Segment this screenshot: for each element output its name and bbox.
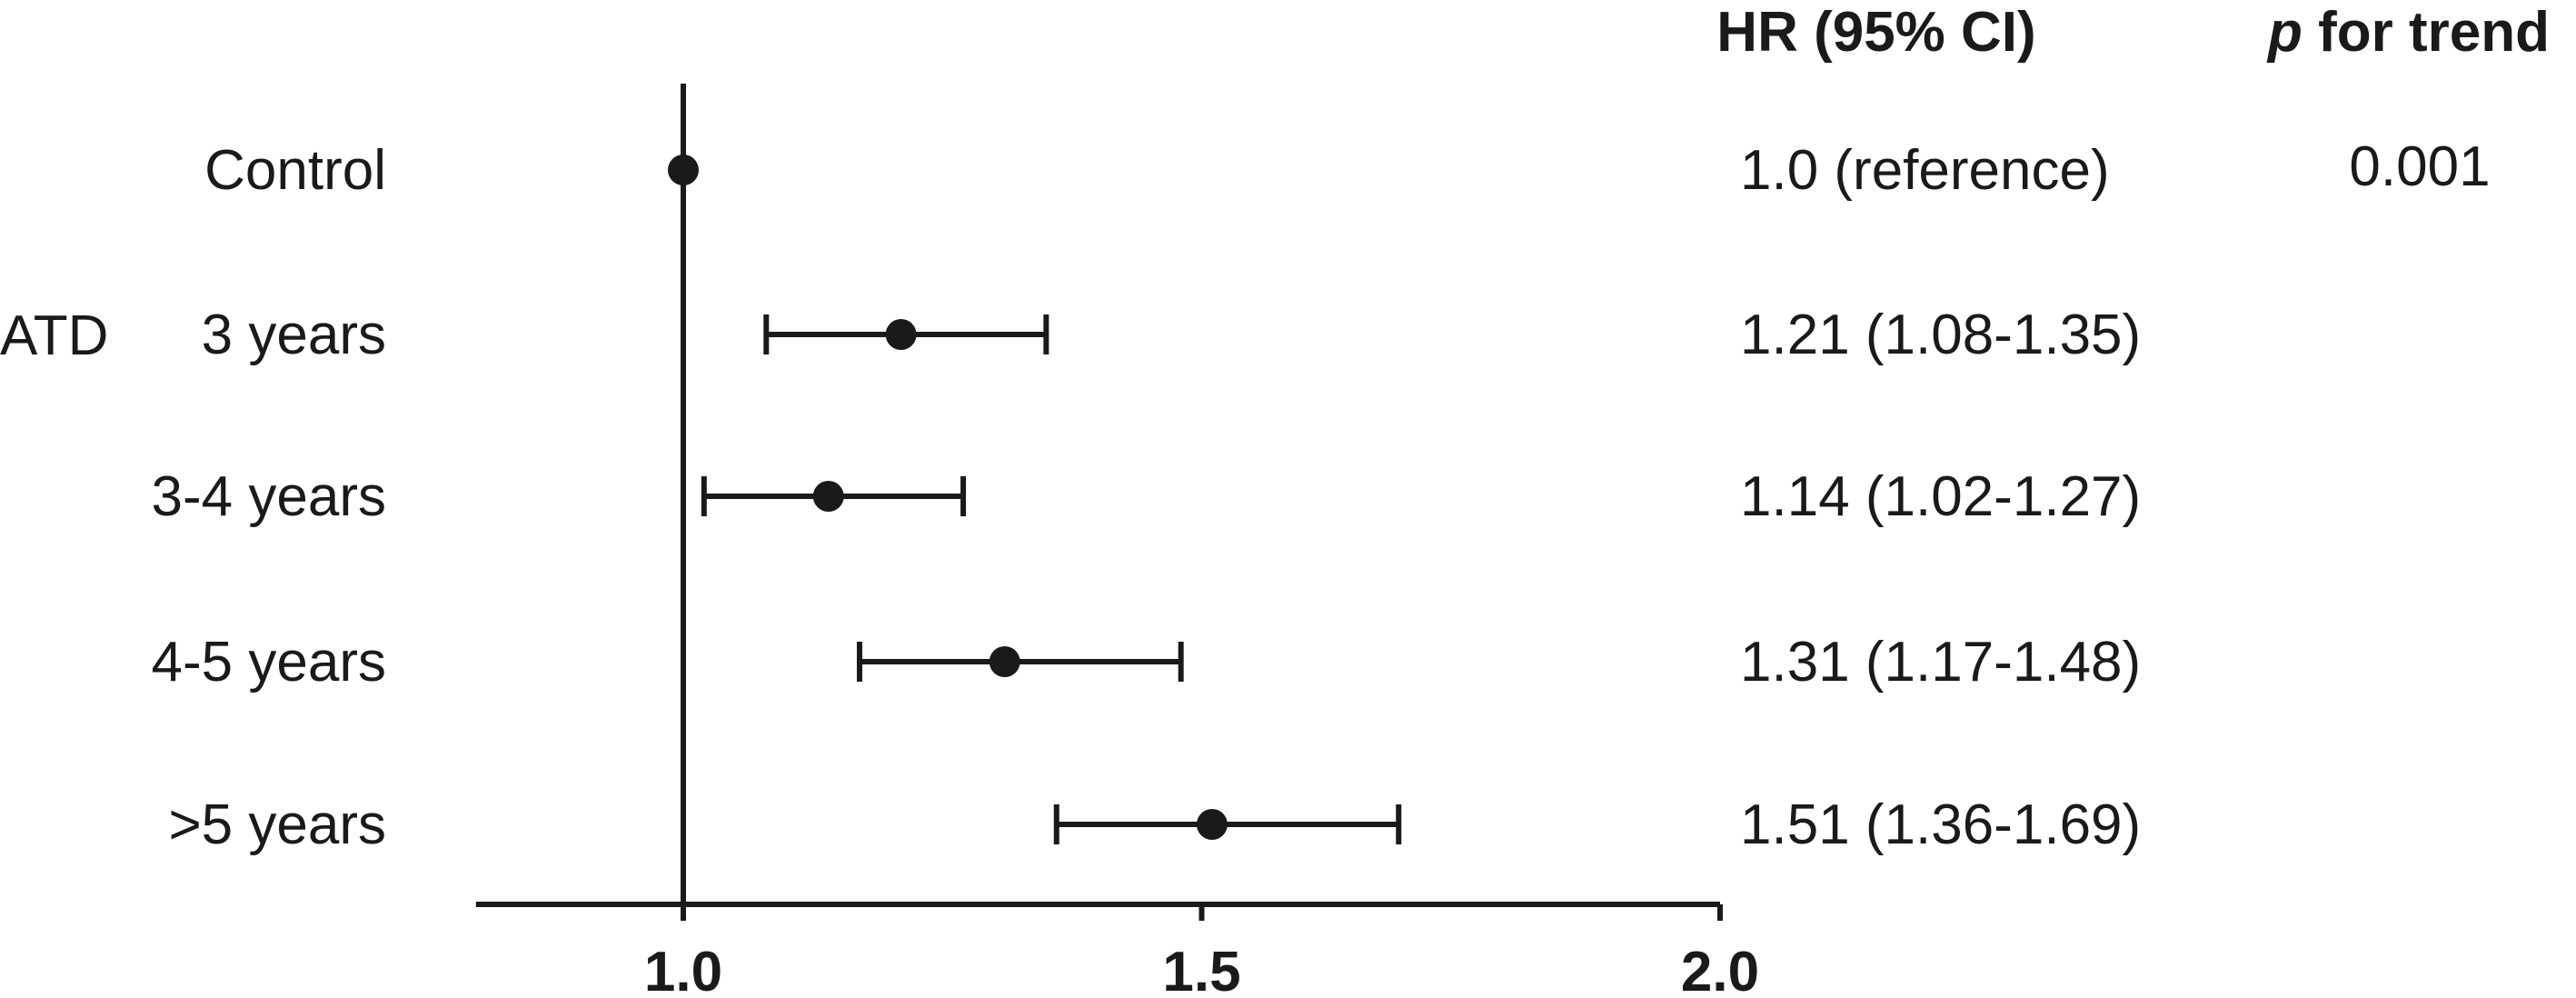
x-tick-label: 1.0	[644, 941, 722, 998]
x-axis: 1.0 1.5 2.0	[475, 84, 1759, 998]
p-italic: p	[2266, 1, 2302, 64]
p-trend-value: 0.001	[2349, 135, 2490, 198]
hr-point	[812, 481, 844, 512]
group-label: ATD	[0, 304, 108, 367]
hr-ci-text: 1.51 (1.36-1.69)	[1740, 793, 2141, 856]
hr-point	[989, 646, 1020, 677]
x-tick-label: 2.0	[1681, 941, 1759, 998]
hr-point	[1196, 809, 1228, 840]
row-label: 4-5 years	[152, 631, 386, 694]
hr-point	[885, 319, 917, 350]
hr-point	[668, 155, 699, 185]
hr-ci-text: 1.21 (1.08-1.35)	[1740, 304, 2141, 366]
x-tick-label: 1.5	[1162, 941, 1240, 998]
row-label: 3 years	[202, 304, 386, 366]
hr-ci-text: 1.31 (1.17-1.48)	[1740, 631, 2141, 694]
p-header-rest: for trend	[2302, 1, 2550, 64]
row-label: 3-4 years	[152, 465, 386, 528]
p-trend-column-header: p for trend	[2266, 1, 2550, 64]
row-label: Control	[204, 139, 386, 202]
hr-ci-text: 1.0 (reference)	[1740, 139, 2110, 202]
hr-column-header: HR (95% CI)	[1716, 1, 2035, 64]
hr-ci-text: 1.14 (1.02-1.27)	[1740, 465, 2141, 528]
row-label: >5 years	[168, 793, 386, 856]
forest-rows: Control 1.0 (reference) 3 years 1.21 (1.08-…	[152, 139, 2142, 856]
